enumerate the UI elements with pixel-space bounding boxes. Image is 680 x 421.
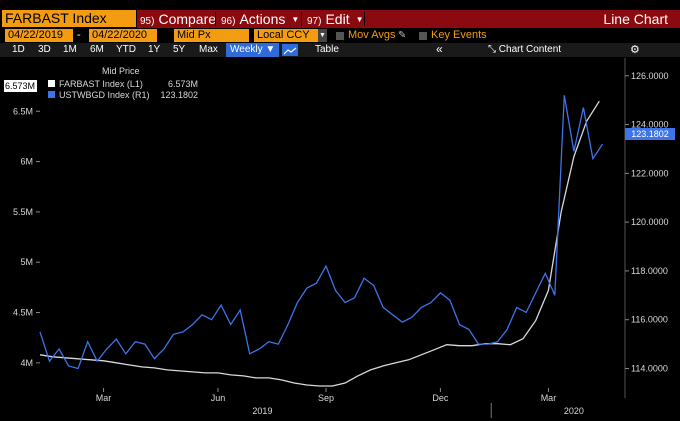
chart-content-label: Chart Content <box>498 44 562 55</box>
x-tick-label: Dec <box>432 393 449 403</box>
x-tick-label: Mar <box>541 393 557 403</box>
period-1d-button[interactable]: 1D <box>12 44 25 55</box>
left-tick-label: 4M <box>20 358 33 368</box>
right-tick-label: 126.0000 <box>631 71 669 81</box>
mov-avgs-checkbox[interactable] <box>336 32 344 40</box>
series-layer <box>39 95 604 387</box>
chevron-down-icon[interactable]: ▼ <box>318 29 327 42</box>
caret-down-icon: ▼ <box>291 15 300 24</box>
key-events-checkbox[interactable] <box>419 32 427 40</box>
legend-value-ustwbgd: 123.1802 <box>160 90 198 100</box>
legend-label-ustwbgd: USTWBGD Index (R1) <box>59 90 150 100</box>
period-1y-button[interactable]: 1Y <box>148 44 161 55</box>
line-chart-icon-glyph <box>283 47 297 55</box>
chart-legend: Mid Price FARBAST Index (L1) 6.573M USTW… <box>44 66 202 104</box>
right-axis: 114.0000 116.0000 118.0000 120.0000 122.0000… <box>625 71 669 373</box>
left-axis: 4M 4.5M 5M 5.5M 6M 6.5M <box>13 106 40 368</box>
chart-content-icon: ⤡ <box>488 44 496 55</box>
chart-content-button[interactable]: ⤡ Chart Content <box>488 43 561 57</box>
period-6m-button[interactable]: 6M <box>90 44 104 55</box>
period-1m-button[interactable]: 1M <box>63 44 77 55</box>
table-button[interactable]: Table <box>315 44 339 55</box>
last-value-tag-right: 123.1802 <box>625 128 675 140</box>
ustwbgd-index-line <box>39 95 604 370</box>
left-tick-label: 5.5M <box>13 207 33 217</box>
gear-icon[interactable]: ⚙ <box>630 44 640 56</box>
legend-value-farbast: 6.573M <box>168 79 198 89</box>
left-tick-label: 6.5M <box>13 106 33 116</box>
menu-divider <box>364 12 365 26</box>
date-range-dash: - <box>77 29 81 41</box>
legend-swatch-farbast <box>48 80 55 87</box>
x-tick-label: Jun <box>211 393 226 403</box>
right-tick-label: 120.0000 <box>631 217 669 227</box>
caret-down-icon: ▼ <box>355 15 364 24</box>
right-tick-label: 116.0000 <box>631 315 668 325</box>
view-title: Line Chart <box>603 11 668 27</box>
collapse-icon[interactable]: « <box>436 42 443 56</box>
period-3d-button[interactable]: 3D <box>38 44 51 55</box>
x-year-label: 2019 <box>252 406 272 416</box>
key-events-label[interactable]: Key Events <box>431 29 487 41</box>
actions-menu-label: Actions <box>239 11 286 27</box>
mov-avgs-label[interactable]: Mov Avgs <box>348 29 396 41</box>
currency-select[interactable]: Local CCY <box>254 29 318 42</box>
farbast-index-line <box>39 100 600 387</box>
period-ytd-button[interactable]: YTD <box>116 44 136 55</box>
line-chart-icon[interactable] <box>282 44 298 56</box>
last-value-tag-right-text: 123.1802 <box>631 129 669 139</box>
right-tick-label: 124.0000 <box>631 120 669 130</box>
actions-menu-number: 96) <box>221 16 236 27</box>
edit-menu-number: 97) <box>307 16 322 27</box>
last-value-tag-left-box <box>4 80 37 92</box>
end-date-field[interactable]: 04/22/2020 <box>89 29 157 42</box>
x-tick-label: Mar <box>96 393 112 403</box>
legend-label-farbast: FARBAST Index (L1) <box>59 79 143 89</box>
title-bar: FARBAST Index 95) Compare 96) Actions ▼ 97)… <box>0 0 680 28</box>
compare-menu-number: 95) <box>140 16 155 27</box>
left-tick-label: 5M <box>20 257 33 267</box>
legend-swatch-ustwbgd <box>48 91 55 98</box>
legend-title: Mid Price <box>102 66 140 76</box>
last-value-tag-right-box <box>625 128 675 140</box>
menu-bar: 95) Compare 96) Actions ▼ 97) Edit ▼ Line Cha… <box>137 10 680 28</box>
start-date-field[interactable]: 04/22/2019 <box>5 29 73 42</box>
ticker-field[interactable]: FARBAST Index <box>2 10 136 27</box>
frequency-select[interactable]: Weekly ▼ <box>226 43 280 57</box>
period-toolbar: 1D 3D 1M 6M YTD 1Y 5Y Max Weekly ▼ Table… <box>0 43 680 57</box>
last-value-tag-left-text: 6.573M <box>5 81 35 91</box>
field-row: 04/22/2019 - 04/22/2020 Mid Px Local CCY… <box>0 29 680 42</box>
x-axis: Mar Jun Sep Dec Mar 2019 2020 <box>96 388 584 418</box>
compare-menu[interactable]: 95) Compare <box>140 10 216 28</box>
last-value-tag-left: 6.573M <box>4 80 37 92</box>
caret-down-icon: ▼ <box>265 44 276 55</box>
x-year-label: 2020 <box>564 406 584 416</box>
menu-divider <box>301 12 302 26</box>
period-5y-button[interactable]: 5Y <box>173 44 186 55</box>
pencil-icon[interactable]: ✎ <box>398 30 407 41</box>
right-tick-label: 118.0000 <box>631 266 668 276</box>
right-tick-label: 114.0000 <box>631 363 668 373</box>
period-max-button[interactable]: Max <box>199 44 218 55</box>
legend-box <box>44 66 202 104</box>
right-tick-label: 122.0000 <box>631 168 669 178</box>
edit-menu[interactable]: 97) Edit ▼ <box>307 10 364 28</box>
menu-divider <box>215 12 216 26</box>
compare-menu-label: Compare <box>158 11 217 27</box>
line-chart: 4M 4.5M 5M 5.5M 6M 6.5M 114.0000 116.0000 118.0… <box>4 58 675 418</box>
price-field-select[interactable]: Mid Px <box>174 29 249 42</box>
frequency-label: Weekly <box>230 44 263 55</box>
left-tick-label: 6M <box>20 157 33 167</box>
edit-menu-label: Edit <box>325 11 350 27</box>
left-tick-label: 4.5M <box>13 308 33 318</box>
actions-menu[interactable]: 96) Actions ▼ <box>221 10 299 28</box>
x-tick-label: Sep <box>318 393 334 403</box>
